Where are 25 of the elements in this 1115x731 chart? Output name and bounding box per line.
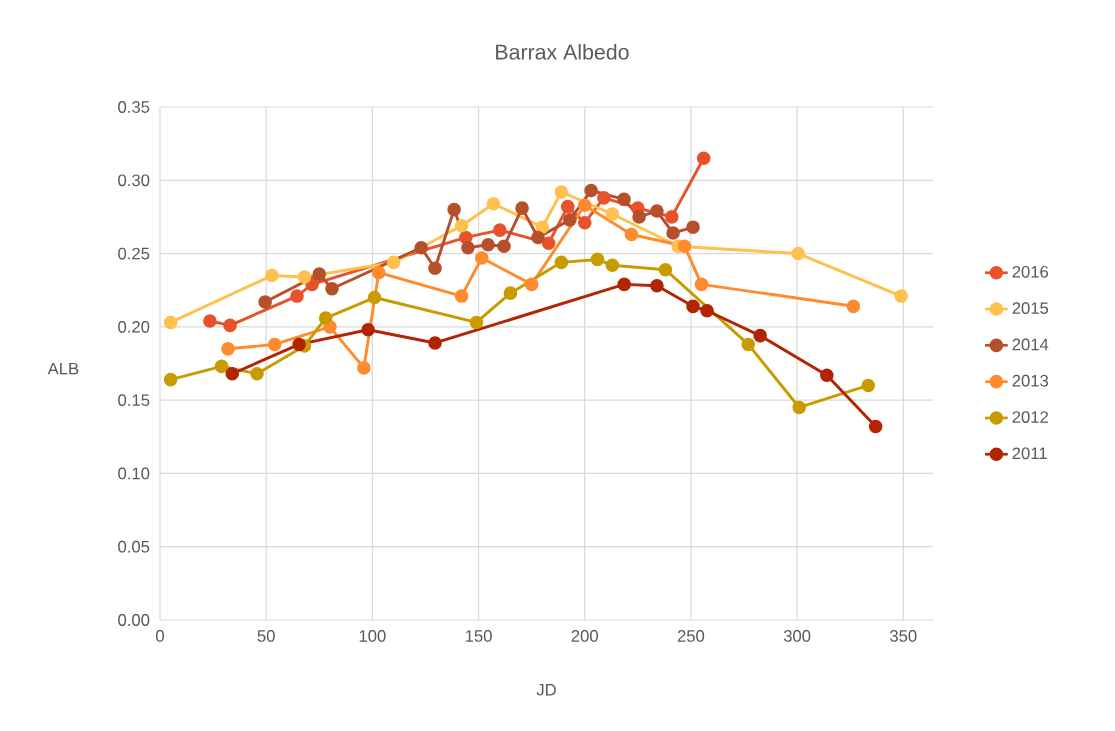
x-tick-label: 50 — [257, 630, 275, 642]
y-axis-title: ALB — [47, 362, 79, 375]
legend-label: 2013 — [1012, 374, 1049, 387]
y-tick-label: 0.20 — [118, 320, 150, 333]
legend-label: 2015 — [1012, 302, 1049, 315]
x-tick-label: 200 — [571, 630, 598, 642]
y-tick-label: 0.30 — [118, 174, 150, 187]
legend-label: 2016 — [1012, 265, 1049, 278]
y-tick-label: 0.00 — [118, 614, 150, 626]
y-tick-label: 0.15 — [118, 394, 150, 407]
x-tick-label: 300 — [783, 630, 811, 642]
y-tick-label: 0.35 — [118, 101, 150, 113]
chart-title: Barrax Albedo — [496, 43, 629, 60]
x-tick-label: 250 — [677, 630, 705, 642]
legend-label: 2012 — [1012, 411, 1048, 423]
x-axis-title: JD — [536, 683, 556, 696]
y-tick-label: 0.05 — [118, 540, 150, 553]
y-tick-label: 0.25 — [118, 247, 150, 260]
y-tick-label: 0.10 — [118, 467, 150, 480]
x-tick-label: 0 — [156, 630, 164, 642]
x-tick-label: 350 — [890, 630, 917, 642]
x-tick-label: 100 — [359, 630, 386, 642]
legend-label: 2014 — [1012, 338, 1049, 351]
x-tick-label: 150 — [465, 630, 492, 642]
legend-label: 2011 — [1012, 447, 1047, 460]
